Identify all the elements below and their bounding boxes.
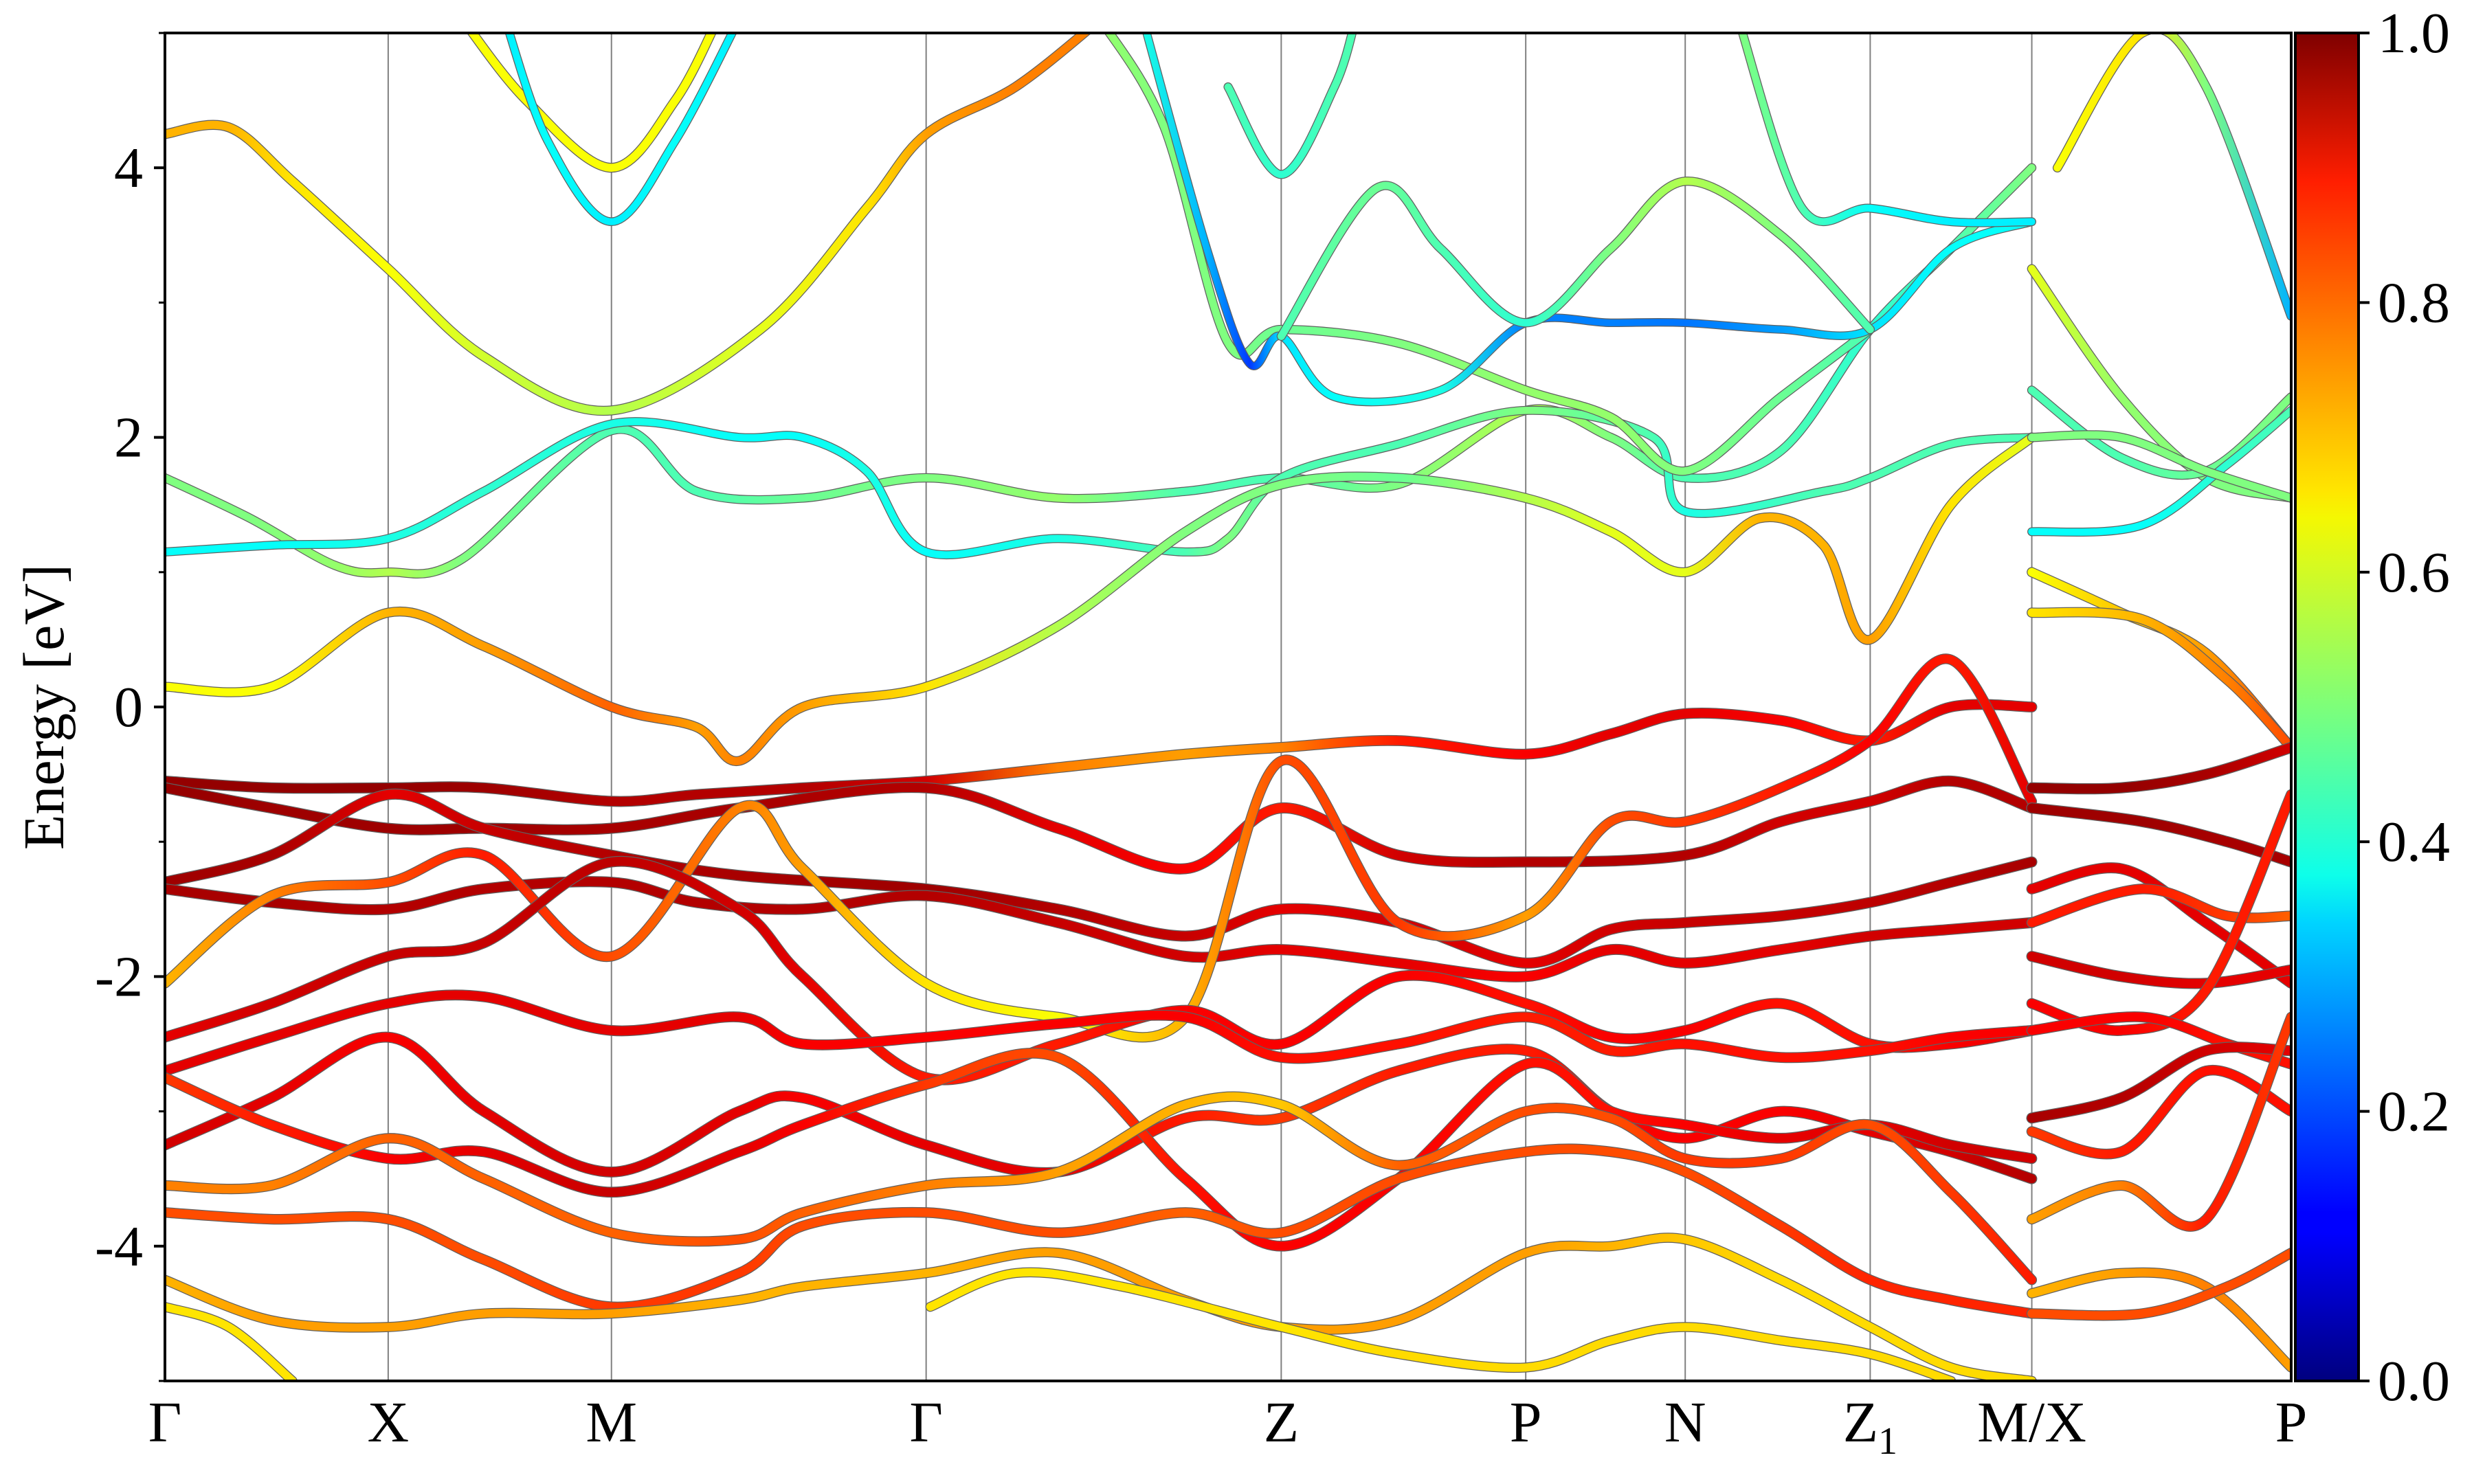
y-tick-label: -4 — [95, 1215, 143, 1279]
band-line — [165, 407, 2036, 559]
band-line — [165, 1303, 297, 1381]
y-tick-label: -2 — [95, 945, 143, 1009]
colorbar — [2294, 32, 2360, 1382]
band-outline — [2027, 567, 2291, 753]
band-line — [2027, 1042, 2291, 1123]
band-line — [2027, 1248, 2291, 1320]
x-tick-label: N — [1664, 1391, 1706, 1454]
band-outline — [165, 405, 2037, 560]
x-axis-ticks: Γ X M Γ Z P N Z1 M/X P — [148, 1391, 2308, 1463]
band-line — [165, 1233, 2036, 1381]
y-tick-label: 0 — [114, 675, 143, 739]
y-axis-ticks: 4 2 0 -2 -4 — [95, 32, 165, 1382]
band-outline — [2027, 264, 2291, 503]
band-line — [165, 1048, 2037, 1251]
band-line — [165, 1144, 2036, 1318]
band-line — [1104, 33, 1874, 475]
band-line — [165, 33, 1091, 415]
colorbar-ticks: 1.0 0.8 0.6 0.4 0.2 0.0 — [2359, 1, 2450, 1413]
band-lines — [165, 33, 2291, 1381]
colorbar-tick-label: 0.6 — [2378, 541, 2450, 605]
colorbar-tick-label: 0.0 — [2378, 1349, 2450, 1413]
colorbar-tick-label: 0.2 — [2378, 1080, 2450, 1144]
y-tick-label: 2 — [114, 406, 143, 470]
colorbar-tick-label: 0.8 — [2378, 271, 2450, 335]
x-tick-label: Z1 — [1843, 1391, 1897, 1463]
band-line — [165, 877, 2037, 982]
band-line — [165, 164, 2036, 578]
x-tick-label: Γ — [148, 1391, 182, 1454]
x-tick-label: M/X — [1977, 1391, 2086, 1454]
band-line — [2027, 265, 2291, 502]
x-tick-label: P — [2275, 1391, 2308, 1454]
band-line — [2028, 431, 2291, 502]
band-outline — [1223, 33, 1357, 179]
x-tick-label: X — [368, 1391, 410, 1454]
band-line — [2027, 884, 2291, 928]
band-line — [1277, 177, 1874, 340]
band-line — [2027, 607, 2291, 752]
band-outline — [1737, 33, 2036, 227]
band-line — [467, 33, 716, 172]
band-line — [165, 699, 2037, 807]
band-outline — [165, 33, 1092, 416]
band-outline — [2052, 33, 2291, 321]
band-line — [165, 1033, 2037, 1184]
band-line — [2027, 1012, 2291, 1231]
band-line — [1739, 33, 2036, 227]
band-line — [165, 433, 2036, 765]
band-line — [2027, 567, 2291, 752]
colorbar-tick-label: 0.4 — [2378, 810, 2450, 874]
band-line — [2028, 386, 2291, 479]
band-line — [1224, 33, 1356, 179]
band-line — [2027, 803, 2291, 867]
band-line — [505, 33, 737, 225]
band-line — [2027, 743, 2291, 794]
band-line — [165, 789, 2037, 968]
x-tick-label: M — [586, 1391, 637, 1454]
band-line — [2027, 1066, 2291, 1159]
band-line — [165, 990, 2037, 1076]
band-line — [2027, 1012, 2291, 1069]
band-line — [2053, 33, 2291, 320]
band-line — [2028, 407, 2291, 536]
band-line — [165, 1092, 2036, 1285]
band-line — [926, 1268, 1955, 1381]
x-tick-label: P — [1510, 1391, 1542, 1454]
band-outline — [165, 1091, 2038, 1285]
x-tick-label: Z — [1264, 1391, 1299, 1454]
colorbar-tick-label: 1.0 — [2378, 1, 2450, 65]
band-line — [2027, 952, 2291, 989]
band-line — [2027, 1268, 2291, 1372]
y-axis-label: Energy [eV] — [12, 564, 76, 850]
x-tick-label: Γ — [909, 1391, 943, 1454]
band-outline — [1276, 177, 1875, 341]
y-tick-label: 4 — [114, 136, 143, 200]
